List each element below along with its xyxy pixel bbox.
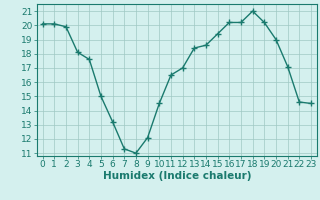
X-axis label: Humidex (Indice chaleur): Humidex (Indice chaleur): [102, 171, 251, 181]
